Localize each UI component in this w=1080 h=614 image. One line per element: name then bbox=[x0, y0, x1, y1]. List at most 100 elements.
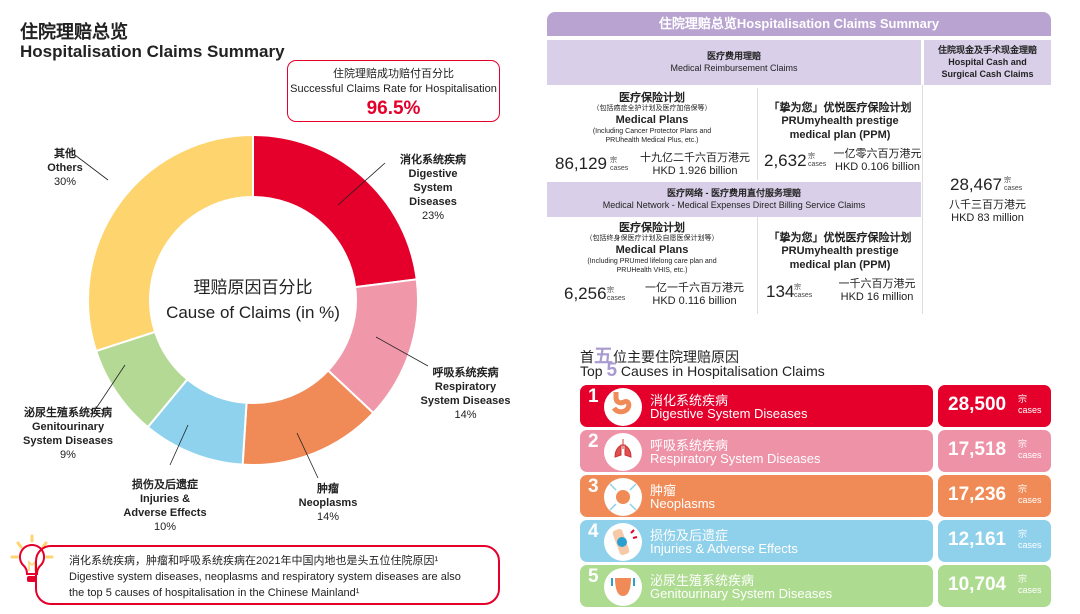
unit-en: cases bbox=[607, 295, 626, 302]
cause-zh: 肿瘤 bbox=[650, 483, 677, 498]
plan-en2: medical plan (PPM) bbox=[789, 129, 891, 141]
cause-zh: 呼吸系统疾病 bbox=[650, 438, 729, 453]
success-rate-label-zh: 住院理赔成功赔付百分比 bbox=[333, 68, 454, 80]
donut-slice-others bbox=[87, 133, 254, 353]
cause-zh: 损伤及后遗症 bbox=[650, 528, 729, 543]
label-injuries: 损伤及后遗症 Injuries & Adverse Effects 10% bbox=[115, 478, 215, 534]
unit-zh: 宗 bbox=[808, 153, 815, 160]
rank-number: 4 bbox=[588, 521, 599, 542]
lungs-icon bbox=[604, 433, 642, 471]
cause-bar: 1 消化系统疾病 Digestive System Diseases bbox=[580, 385, 933, 427]
cause-count-box: 10,704 宗 cases bbox=[938, 565, 1051, 607]
unit-zh: 宗 bbox=[1004, 177, 1011, 184]
leader-line-respiratory bbox=[375, 336, 429, 367]
claims-summary-table: 住院理赔总览Hospitalisation Claims Summary 医疗费… bbox=[547, 12, 1051, 314]
cause-count: 10,704 bbox=[948, 574, 1007, 595]
plan-en1: PRUmyhealth prestige bbox=[781, 115, 899, 127]
reimb-ppm: 「挚为您」优悦医疗保险计划 PRUmyhealth prestige medic… bbox=[758, 102, 922, 142]
t: Causes in Hospitalisation Claims bbox=[617, 363, 825, 379]
top5-title-en: Top 5 Causes in Hospitalisation Claims bbox=[580, 360, 825, 382]
top5-row: 2 呼吸系统疾病 Respiratory System Diseases 17,… bbox=[580, 430, 1051, 472]
cause-count: 17,518 bbox=[948, 439, 1007, 460]
summary-title: 住院理赔总览Hospitalisation Claims Summary bbox=[547, 12, 1051, 36]
unit-en: cases bbox=[794, 292, 813, 299]
injured-knee-icon bbox=[604, 523, 642, 561]
unit-en: cases bbox=[1018, 495, 1042, 505]
note-en-line2: the top 5 causes of hospitalisation in t… bbox=[69, 587, 360, 599]
label-pct: 14% bbox=[316, 511, 340, 523]
donut-center-title: 理赔原因百分比 Cause of Claims (in %) bbox=[153, 275, 353, 325]
top5-title-zh: 首五位主要住院理赔原因 bbox=[580, 341, 739, 368]
unit-en: cases bbox=[1018, 405, 1042, 415]
label-digestive: 消化系统疾病 Digestive System Diseases 23% bbox=[378, 153, 488, 223]
amount-en: HKD 0.106 billion bbox=[835, 161, 920, 173]
plan-en-sub2: PRUhealth Medical Plus, etc.) bbox=[605, 137, 699, 144]
label-respiratory: 呼吸系统疾病 Respiratory System Diseases 14% bbox=[408, 366, 523, 422]
cash-header: 住院现金及手术现金理赔 Hospital Cash and Surgical Cas… bbox=[924, 40, 1051, 85]
unit-zh: 宗 bbox=[1018, 394, 1028, 404]
plan-en-sub2: PRUHealth VHIS, etc.) bbox=[616, 267, 688, 274]
chart-title-zh: 理赔原因百分比 bbox=[193, 278, 313, 297]
amount: 一千六百万港元 HKD 16 million bbox=[827, 278, 927, 304]
network-en: Medical Network - Medical Expenses Direc… bbox=[602, 200, 866, 210]
donut-slice-digestive bbox=[252, 133, 418, 289]
case-count: 134 bbox=[766, 282, 795, 301]
note-zh: 消化系统疾病，肿瘤和呼吸系统疾病在2021年中国内地也是头五位住院原因¹ bbox=[69, 555, 439, 567]
case-count: 86,129 bbox=[555, 154, 607, 173]
amount: 一亿一千六百万港元 HKD 0.116 billion bbox=[637, 282, 752, 308]
cases-unit: 宗 cases bbox=[610, 157, 628, 173]
cause-count: 17,236 bbox=[948, 484, 1007, 505]
plan-en-sub1: (Including Cancer Protector Plans and bbox=[592, 128, 712, 135]
rank-number: 2 bbox=[588, 431, 599, 452]
label-pct: 23% bbox=[421, 210, 445, 222]
cause-en: Respiratory System Diseases bbox=[650, 451, 821, 466]
unit-zh: 宗 bbox=[794, 284, 801, 291]
cause-en: Genitourinary System Diseases bbox=[650, 586, 833, 601]
rank-number: 5 bbox=[588, 566, 599, 587]
cases-unit: 宗 cases bbox=[1018, 484, 1042, 506]
leader-line-neoplasms bbox=[296, 432, 319, 479]
label-en: Respiratory System Diseases bbox=[420, 381, 511, 407]
note-box: 消化系统疾病，肿瘤和呼吸系统疾病在2021年中国内地也是头五位住院原因¹ Dig… bbox=[35, 545, 500, 605]
label-neoplasms: 肿瘤 Neoplasms 14% bbox=[288, 482, 368, 524]
unit-en: cases bbox=[1018, 585, 1042, 595]
reimb-en: Medical Reimbursement Claims bbox=[670, 63, 798, 73]
reimb-medical-plans: 医疗保险计划 （包括癌症全护计划及医疗加倍保等） Medical Plans (… bbox=[547, 92, 757, 145]
amount-zh: 八千三百万港元 bbox=[949, 199, 1026, 211]
top5-row: 4 损伤及后遗症 Injuries & Adverse Effects 12,1… bbox=[580, 520, 1051, 562]
cause-count: 28,500 bbox=[948, 394, 1007, 415]
amount-en: HKD 0.116 billion bbox=[652, 295, 737, 307]
plan-en: Medical Plans bbox=[615, 244, 689, 256]
unit-zh: 宗 bbox=[1018, 574, 1028, 584]
label-pct: 10% bbox=[153, 521, 177, 533]
label-zh: 消化系统疾病 bbox=[400, 154, 466, 166]
cases-unit: 宗 cases bbox=[808, 153, 826, 169]
leader-line-genitourinary bbox=[94, 364, 126, 411]
rank-number: 3 bbox=[588, 476, 599, 497]
top5-row: 1 消化系统疾病 Digestive System Diseases 28,50… bbox=[580, 385, 1051, 427]
cause-bar: 3 肿瘤 Neoplasms bbox=[580, 475, 933, 517]
case-count: 6,256 bbox=[564, 284, 607, 303]
tumor-icon bbox=[604, 478, 642, 516]
plan-zh: 医疗保险计划 bbox=[619, 222, 685, 234]
cause-bar: 5 泌尿生殖系统疾病 Genitourinary System Diseases bbox=[580, 565, 933, 607]
note-en-line1: Digestive system diseases, neoplasms and… bbox=[69, 571, 461, 583]
t: 首 bbox=[580, 349, 594, 365]
cases-unit: 宗 cases bbox=[1018, 394, 1042, 416]
cause-count-box: 12,161 宗 cases bbox=[938, 520, 1051, 562]
page-title-zh: 住院理赔总览 bbox=[20, 22, 128, 42]
unit-zh: 宗 bbox=[1018, 529, 1028, 539]
reimbursement-header: 医疗费用理赔 Medical Reimbursement Claims bbox=[547, 40, 921, 85]
amount-en: HKD 16 million bbox=[840, 291, 914, 303]
t: 五 bbox=[594, 346, 614, 367]
page-title-en: Hospitalisation Claims Summary bbox=[20, 42, 285, 61]
plan-en2: medical plan (PPM) bbox=[789, 259, 891, 271]
success-rate-box: 住院理赔成功赔付百分比 Successful Claims Rate for H… bbox=[287, 60, 500, 122]
t: Top bbox=[580, 363, 607, 379]
plan-zh-sub: （包括癌症全护计划及医疗加倍保等） bbox=[592, 105, 712, 112]
cash-zh: 住院现金及手术现金理赔 bbox=[937, 45, 1037, 55]
cause-en: Digestive System Diseases bbox=[650, 406, 808, 421]
t: 5 bbox=[606, 360, 618, 381]
label-en: Injuries & Adverse Effects bbox=[123, 493, 207, 519]
donut-chart bbox=[74, 133, 429, 479]
